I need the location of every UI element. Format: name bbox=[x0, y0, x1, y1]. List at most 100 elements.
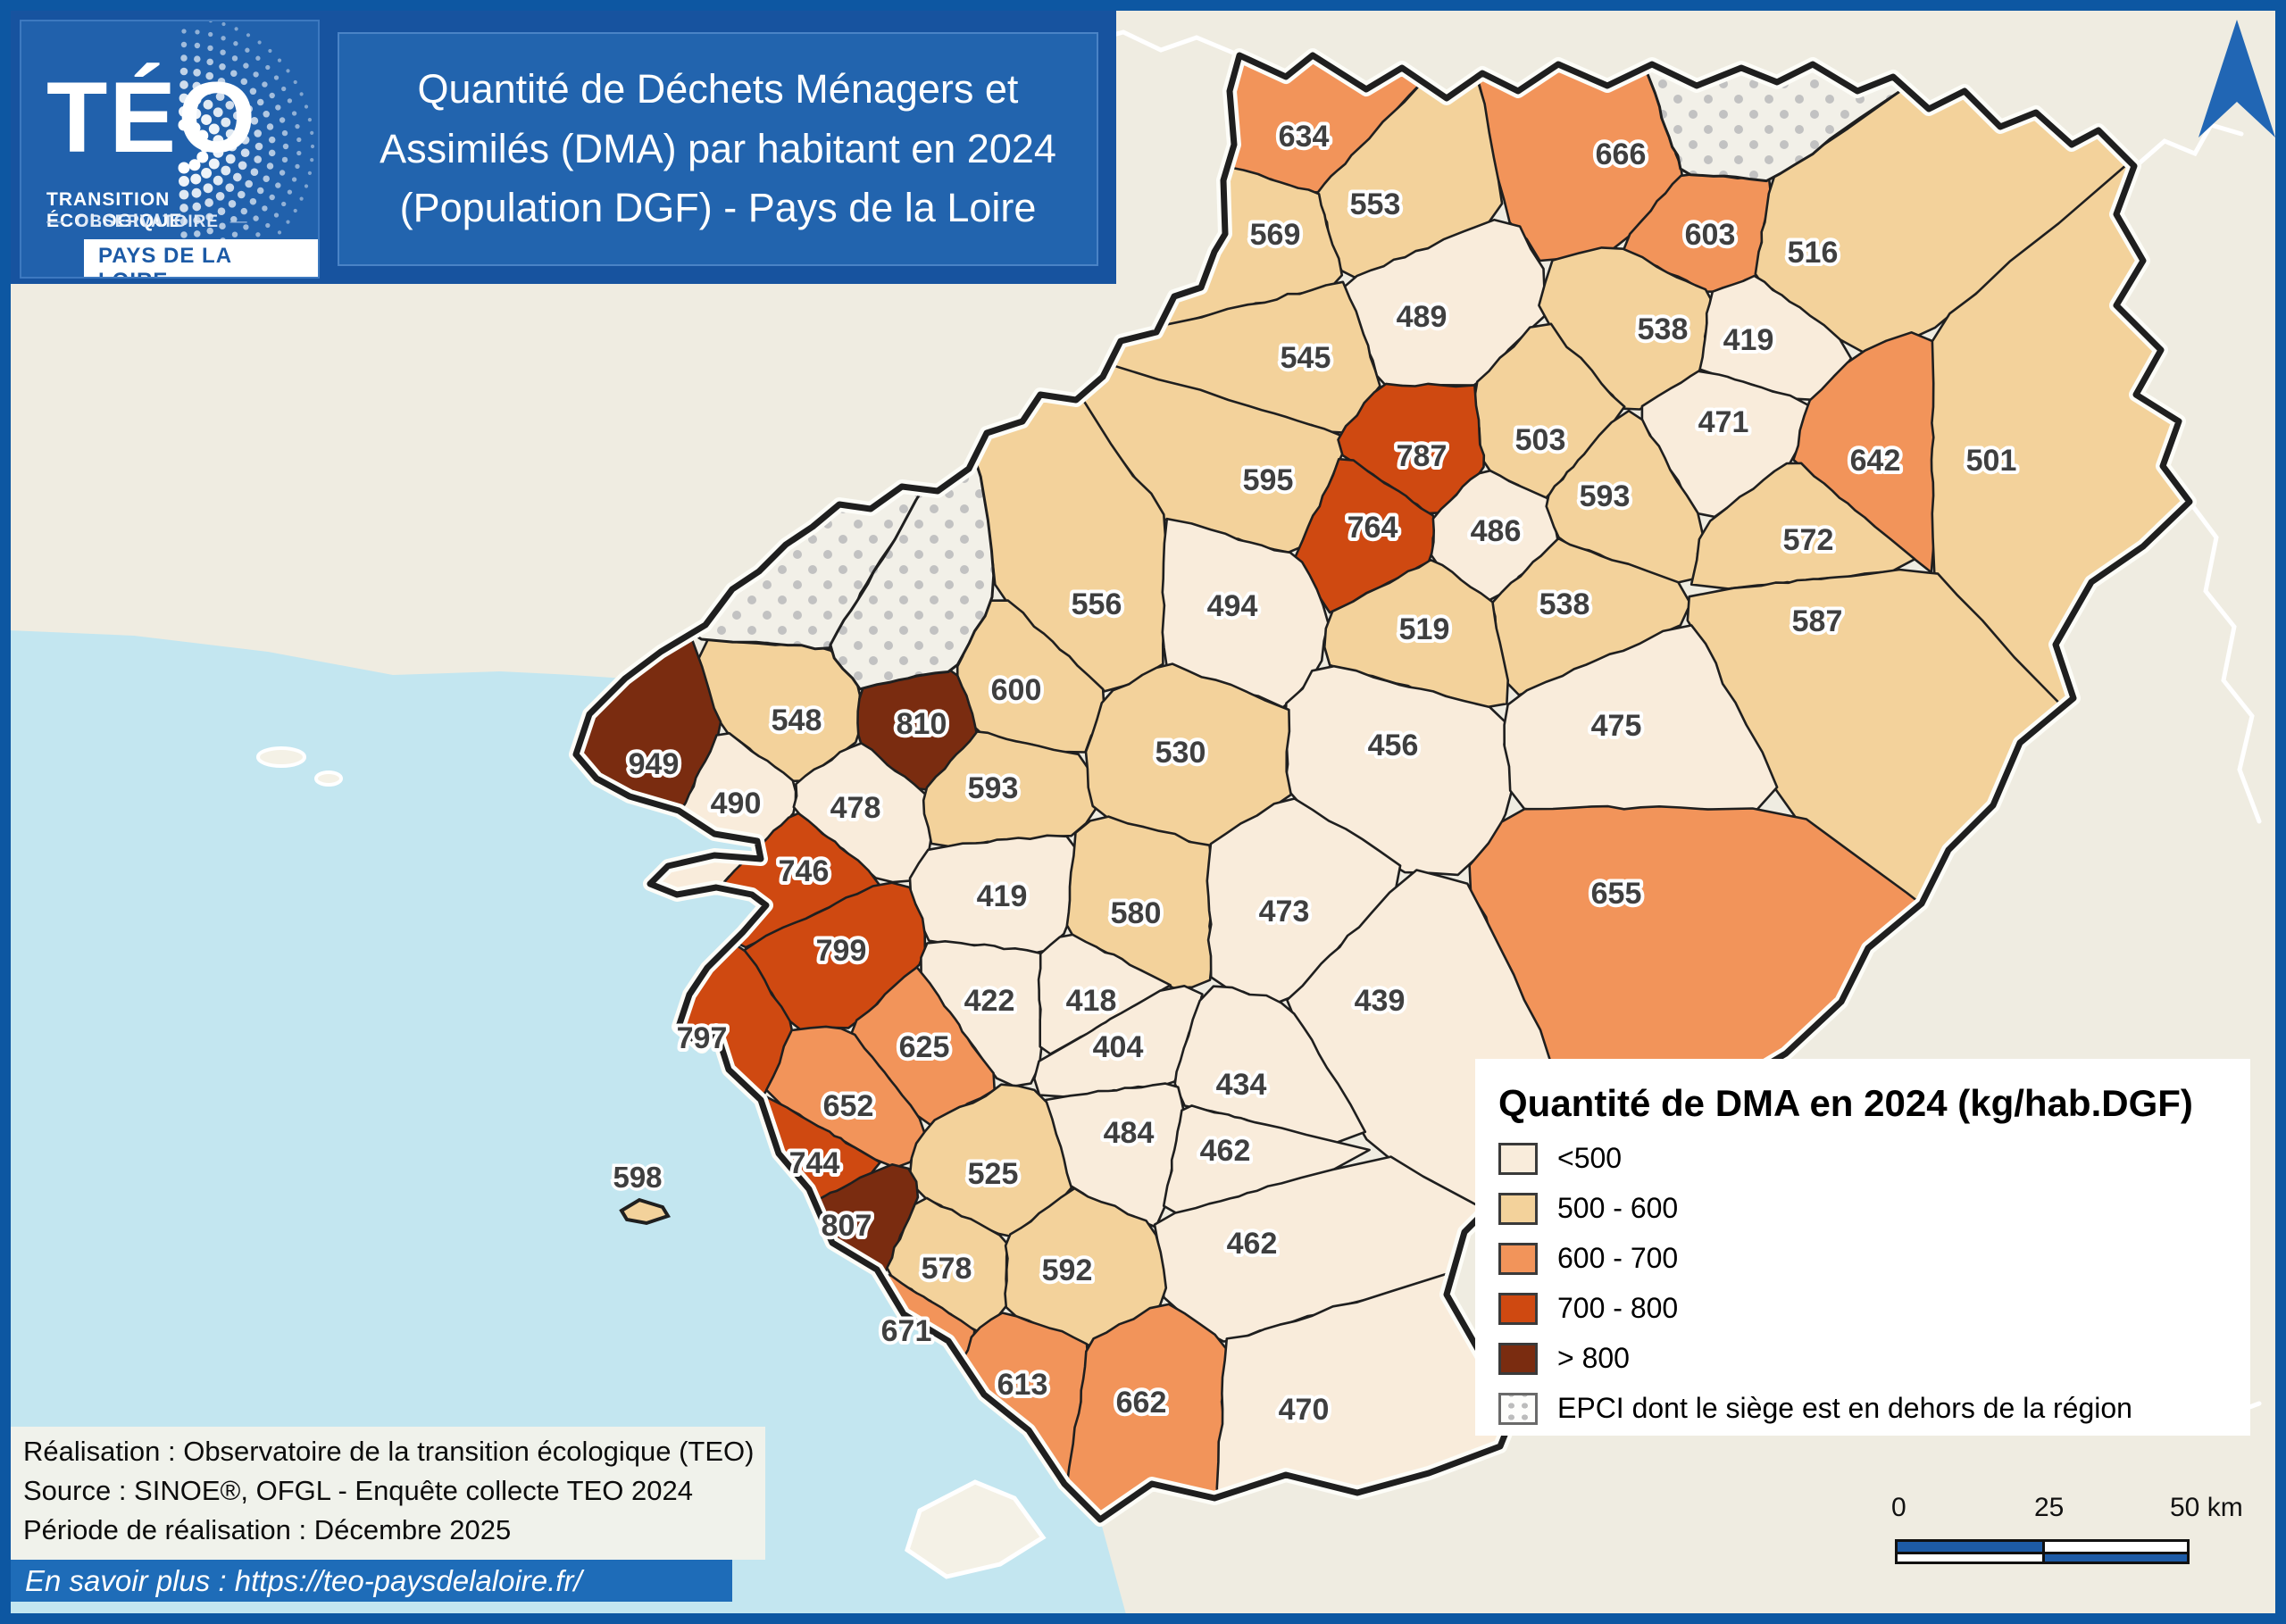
epci-value-label: 578 bbox=[922, 1252, 972, 1286]
epci-value-label: 642 bbox=[1850, 444, 1901, 478]
epci-value-label: 797 bbox=[677, 1021, 728, 1055]
epci-value-label: 744 bbox=[789, 1146, 840, 1180]
legend-label: 500 - 600 bbox=[1557, 1192, 1679, 1224]
epci-value-label: 478 bbox=[830, 791, 881, 825]
legend-row: 500 - 600 bbox=[1498, 1192, 2250, 1225]
epci-value-label: 655 bbox=[1591, 877, 1642, 911]
epci-value-label: 593 bbox=[1580, 479, 1631, 513]
epci-value-label: 419 bbox=[977, 879, 1028, 913]
credit-source: Source : SINOE®, OFGL - Enquête collecte… bbox=[23, 1475, 693, 1506]
epci-value-label: 475 bbox=[1591, 709, 1642, 743]
epci-value-label: 592 bbox=[1042, 1253, 1093, 1287]
map-legend: Quantité de DMA en 2024 (kg/hab.DGF) <50… bbox=[1475, 1059, 2250, 1436]
epci-value-label: 569 bbox=[1250, 218, 1301, 252]
legend-row: 700 - 800 bbox=[1498, 1292, 2250, 1325]
epci-value-label: 439 bbox=[1355, 984, 1406, 1018]
epci-value-label: 625 bbox=[899, 1030, 950, 1064]
legend-swatch-lt500 bbox=[1498, 1142, 1538, 1175]
epci-value-label: 746 bbox=[779, 854, 830, 888]
epci-value-label: 553 bbox=[1350, 187, 1401, 221]
legend-row: EPCI dont le siège est en dehors de la r… bbox=[1498, 1392, 2250, 1425]
legend-label: 600 - 700 bbox=[1557, 1242, 1679, 1274]
logo-acronym: TÉO bbox=[46, 62, 258, 173]
title-line-1: Quantité de Déchets Ménagers et bbox=[417, 66, 1019, 112]
scale-tick-50: 50 km bbox=[2170, 1493, 2243, 1522]
islet bbox=[256, 746, 306, 768]
epci-value-label: 671 bbox=[881, 1314, 932, 1348]
epci-value-label: 494 bbox=[1207, 589, 1258, 623]
epci-value-label: 538 bbox=[1638, 312, 1689, 346]
epci-value-label: 418 bbox=[1066, 984, 1117, 1018]
scale-bar-segments bbox=[1895, 1539, 2190, 1564]
epci-value-label: 419 bbox=[1723, 323, 1774, 357]
region-outline bbox=[572, 52, 2193, 1523]
epci-value-label: 456 bbox=[1368, 729, 1419, 762]
legend-swatch-500-600 bbox=[1498, 1192, 1538, 1225]
more-info-link-text: En savoir plus : https://teo-paysdelaloi… bbox=[25, 1563, 582, 1597]
epci-value-label: 486 bbox=[1471, 514, 1522, 548]
epci-value-label: 538 bbox=[1539, 587, 1590, 621]
epci-value-label: 545 bbox=[1281, 341, 1331, 375]
title-line-2: Assimilés (DMA) par habitant en 2024 bbox=[380, 125, 1056, 171]
logo-subtitle1: TRANSITION ÉCOLOGIQUE bbox=[46, 189, 183, 231]
legend-swatch-outside-epci bbox=[1498, 1392, 1538, 1425]
legend-swatch-600-700 bbox=[1498, 1242, 1538, 1275]
epci-value-label: 434 bbox=[1216, 1068, 1267, 1102]
outside-epci-cell bbox=[829, 421, 996, 691]
scale-bar: 0 25 50 km bbox=[1875, 1493, 2250, 1582]
epci-value-label: 519 bbox=[1399, 612, 1450, 646]
legend-swatch-700-800 bbox=[1498, 1292, 1538, 1325]
epci-value-label: 473 bbox=[1259, 895, 1310, 929]
scale-tick-25: 25 bbox=[2034, 1493, 2065, 1522]
epci-value-label: 580 bbox=[1111, 896, 1162, 930]
epci-value-label: 764 bbox=[1347, 511, 1398, 545]
teo-logo: TÉO TRANSITION ÉCOLOGIQUE — OBSERVATOIRE… bbox=[20, 20, 320, 279]
island-noirmoutier bbox=[905, 1479, 1047, 1579]
epci-value-label: 787 bbox=[1397, 439, 1448, 473]
epci-value-label: 489 bbox=[1397, 300, 1448, 334]
islet bbox=[314, 770, 343, 787]
epci-value-label: 572 bbox=[1783, 523, 1834, 557]
scale-tick-0: 0 bbox=[1891, 1493, 1906, 1522]
epci-value-label: 530 bbox=[1156, 736, 1206, 770]
legend-row: > 800 bbox=[1498, 1342, 2250, 1375]
epci-value-label: 548 bbox=[772, 704, 822, 737]
more-info-link[interactable]: En savoir plus : https://teo-paysdelaloi… bbox=[11, 1560, 732, 1602]
logo-badge: PAYS DE LA LOIRE bbox=[84, 239, 318, 277]
epci-cell bbox=[1022, 1303, 1228, 1520]
map-title: Quantité de Déchets Ménagers et Assimilé… bbox=[338, 32, 1098, 266]
epci-value-label: 556 bbox=[1072, 587, 1122, 621]
legend-label: EPCI dont le siège est en dehors de la r… bbox=[1557, 1392, 2132, 1424]
legend-row: <500 bbox=[1498, 1142, 2250, 1175]
epci-value-label: 799 bbox=[816, 934, 867, 968]
epci-value-label: 593 bbox=[968, 771, 1019, 805]
epci-value-label: 662 bbox=[1116, 1386, 1167, 1420]
credit-period: Période de réalisation : Décembre 2025 bbox=[23, 1514, 512, 1545]
epci-value-label: 484 bbox=[1104, 1116, 1155, 1150]
epci-value-label: 807 bbox=[822, 1209, 872, 1243]
north-arrow-icon bbox=[2198, 20, 2275, 137]
island-yeu bbox=[619, 1197, 671, 1226]
epci-value-label: 652 bbox=[823, 1089, 874, 1123]
epci-value-label: 598 bbox=[613, 1161, 662, 1194]
title-line-3: (Population DGF) - Pays de la Loire bbox=[399, 185, 1037, 231]
epci-value-label: 525 bbox=[968, 1157, 1019, 1191]
legend-label: <500 bbox=[1557, 1142, 1623, 1174]
epci-value-label: 587 bbox=[1792, 604, 1843, 638]
epci-value-label: 613 bbox=[997, 1368, 1048, 1402]
epci-cell bbox=[792, 742, 933, 884]
legend-swatch-gt800 bbox=[1498, 1342, 1538, 1375]
legend-label: 700 - 800 bbox=[1557, 1292, 1679, 1324]
epci-value-label: 422 bbox=[964, 984, 1015, 1018]
epci-value-label: 501 bbox=[1966, 444, 2017, 478]
atlantic-sea bbox=[9, 630, 1127, 1618]
epci-value-label: 949 bbox=[629, 747, 680, 781]
epci-value-label: 503 bbox=[1515, 423, 1566, 457]
logo-subtitle2: — OBSERVATOIRE — bbox=[46, 212, 248, 231]
footer-credits: Réalisation : Observatoire de la transit… bbox=[11, 1427, 765, 1560]
legend-title: Quantité de DMA en 2024 (kg/hab.DGF) bbox=[1498, 1082, 2193, 1124]
epci-value-label: 471 bbox=[1698, 405, 1749, 439]
epci-value-label: 810 bbox=[897, 707, 947, 741]
epci-value-label: 490 bbox=[711, 787, 762, 820]
